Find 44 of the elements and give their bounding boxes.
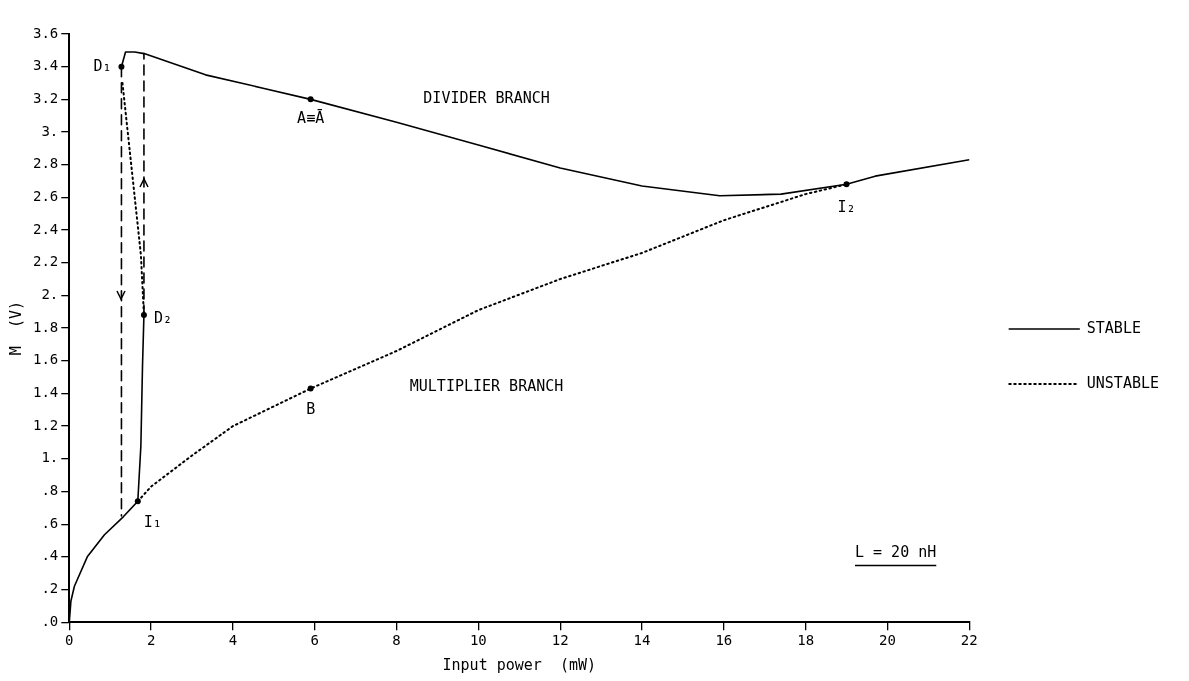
legend-label: UNSTABLE xyxy=(1086,373,1159,392)
annotation: D₁ xyxy=(93,56,112,75)
annotation: I₁ xyxy=(143,513,162,532)
y-tick-label: 2.6 xyxy=(32,188,59,205)
legend-label: STABLE xyxy=(1086,318,1141,337)
x-tick-label: 10 xyxy=(469,632,487,649)
x-tick-label: 22 xyxy=(960,632,978,649)
y-tick-label: 2.2 xyxy=(32,253,59,270)
annotation: DIVIDER BRANCH xyxy=(423,89,550,108)
y-tick-label: 3.4 xyxy=(32,57,59,74)
y-tick-label: 1.2 xyxy=(32,416,59,433)
x-tick-label: 6 xyxy=(310,632,319,649)
x-tick-label: 4 xyxy=(228,632,238,649)
x-tick-label: 18 xyxy=(797,632,815,649)
x-axis-title: Input power (mW) xyxy=(442,655,597,674)
y-tick-label: 1.6 xyxy=(32,351,59,368)
y-tick-label: .4 xyxy=(41,547,59,564)
x-tick-label: 14 xyxy=(633,632,651,649)
x-tick-label: 12 xyxy=(551,632,569,649)
y-tick-label: 3. xyxy=(41,122,59,139)
annotation: D₂ xyxy=(153,308,173,327)
x-tick-label: 16 xyxy=(715,632,733,649)
annotation: I₂ xyxy=(837,198,856,217)
y-axis-title: M (V) xyxy=(6,301,25,356)
y-tick-label: 3.6 xyxy=(32,24,59,41)
annotation: MULTIPLIER BRANCH xyxy=(409,376,564,395)
x-tick-label: 0 xyxy=(65,632,74,649)
y-tick-label: .8 xyxy=(41,482,59,499)
x-tick-label: 8 xyxy=(392,632,401,649)
y-tick-label: 1.4 xyxy=(32,384,59,401)
y-tick-label: .2 xyxy=(41,580,59,597)
y-tick-label: 2. xyxy=(41,286,59,303)
y-tick-label: .0 xyxy=(41,612,59,629)
x-tick-label: 20 xyxy=(879,632,896,649)
x-tick-label: 2 xyxy=(146,632,156,649)
y-tick-label: 1. xyxy=(41,449,59,466)
y-tick-label: .6 xyxy=(41,514,59,531)
annotation: L = 20 nH xyxy=(854,543,937,562)
y-tick-label: 1.8 xyxy=(32,318,59,335)
y-tick-label: 3.2 xyxy=(32,90,59,106)
y-tick-label: 2.8 xyxy=(32,155,59,172)
annotation: B xyxy=(306,400,316,419)
annotation: A≡Ā xyxy=(297,109,325,128)
y-tick-label: 2.4 xyxy=(32,220,59,237)
